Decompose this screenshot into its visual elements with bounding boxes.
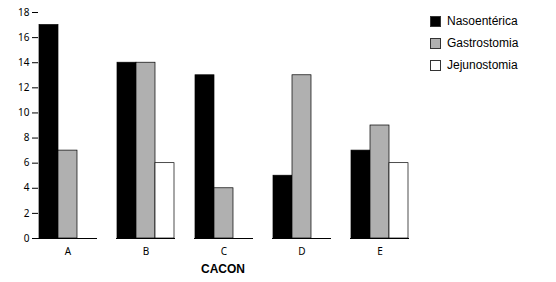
svg-text:6: 6 [24, 155, 30, 169]
svg-text:10: 10 [18, 105, 30, 119]
svg-text:B: B [143, 244, 150, 258]
svg-text:C: C [221, 244, 228, 258]
svg-text:0: 0 [24, 231, 30, 245]
html-text:CACON: CACON [201, 262, 245, 276]
svg-text:16: 16 [18, 30, 30, 44]
svg-text:D: D [298, 244, 305, 258]
html-text:Nasoentérica: Nasoentérica [447, 14, 518, 28]
svg-text:2: 2 [24, 206, 30, 220]
svg-text:E: E [377, 244, 383, 258]
svg-text:A: A [65, 244, 72, 258]
html-text:Jejunostomia: Jejunostomia [447, 58, 518, 72]
html-text:Gastrostomia: Gastrostomia [447, 36, 519, 50]
svg-text:18: 18 [18, 5, 30, 19]
svg-text:12: 12 [18, 80, 30, 94]
svg-text:14: 14 [18, 55, 30, 69]
svg-text:4: 4 [24, 180, 30, 194]
svg-text:8: 8 [24, 130, 30, 144]
